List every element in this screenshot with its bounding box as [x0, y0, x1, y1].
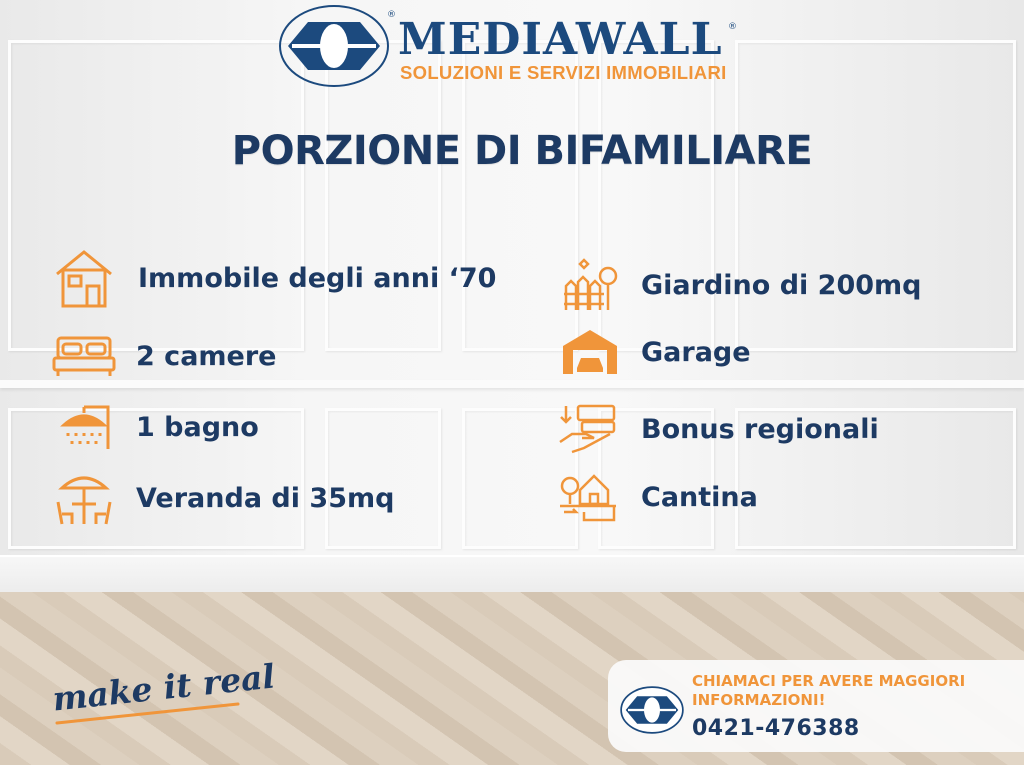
feature-item: 1 bagno	[56, 403, 259, 451]
feature-label: Garage	[641, 336, 751, 368]
wall-panel	[8, 408, 304, 549]
feature-item: 2 camere	[52, 334, 276, 378]
feature-item: Garage	[561, 328, 751, 376]
feature-item: Giardino di 200mq	[562, 258, 922, 312]
garden-icon	[564, 258, 618, 310]
feature-item: Veranda di 35mq	[54, 468, 394, 528]
registered-mark: ®	[728, 22, 737, 32]
brand-name: MEDIAWALL	[398, 14, 723, 65]
wall-panel	[598, 408, 714, 549]
baseboard	[0, 555, 1024, 594]
page-title: PORZIONE DI BIFAMILIARE	[231, 128, 813, 174]
garage-icon	[563, 330, 617, 374]
wall-panel	[462, 40, 578, 351]
mediawall-logo-icon	[620, 686, 684, 734]
wall-panel	[598, 40, 714, 351]
feature-label: Cantina	[641, 481, 758, 513]
patio-umbrella-icon	[56, 476, 112, 525]
contact-cta-text: CHIAMACI PER AVERE MAGGIORI INFORMAZIONI…	[692, 672, 966, 709]
feature-label: 1 bagno	[136, 411, 259, 443]
mediawall-logo-icon	[279, 5, 389, 87]
wall-panel	[325, 40, 441, 351]
wall-panel	[8, 40, 304, 351]
feature-label: Immobile degli anni ‘70	[138, 262, 497, 294]
shower-icon	[60, 405, 110, 449]
feature-item: Cantina	[558, 472, 758, 522]
feature-label: Giardino di 200mq	[641, 269, 922, 301]
wall-background	[0, 0, 1024, 594]
feature-label: Veranda di 35mq	[136, 482, 395, 514]
feature-item: Bonus regionali	[558, 402, 879, 456]
feature-label: 2 camere	[136, 340, 277, 372]
brand-tagline: SOLUZIONI E SERVIZI IMMOBILIARI	[400, 62, 727, 83]
chair-rail	[0, 380, 1024, 388]
feature-label: Bonus regionali	[641, 413, 879, 445]
feature-item: Immobile degli anni ‘70	[53, 248, 496, 308]
wall-panel	[735, 40, 1016, 351]
contact-phone[interactable]: 0421-476388	[692, 716, 860, 741]
money-hand-icon	[559, 404, 616, 454]
wall-panel	[462, 408, 578, 549]
cellar-icon	[560, 474, 616, 522]
wall-panel	[325, 408, 441, 549]
registered-mark: ®	[387, 10, 396, 20]
wall-panel	[735, 408, 1016, 549]
house-icon	[56, 250, 112, 308]
bed-icon	[52, 336, 116, 376]
